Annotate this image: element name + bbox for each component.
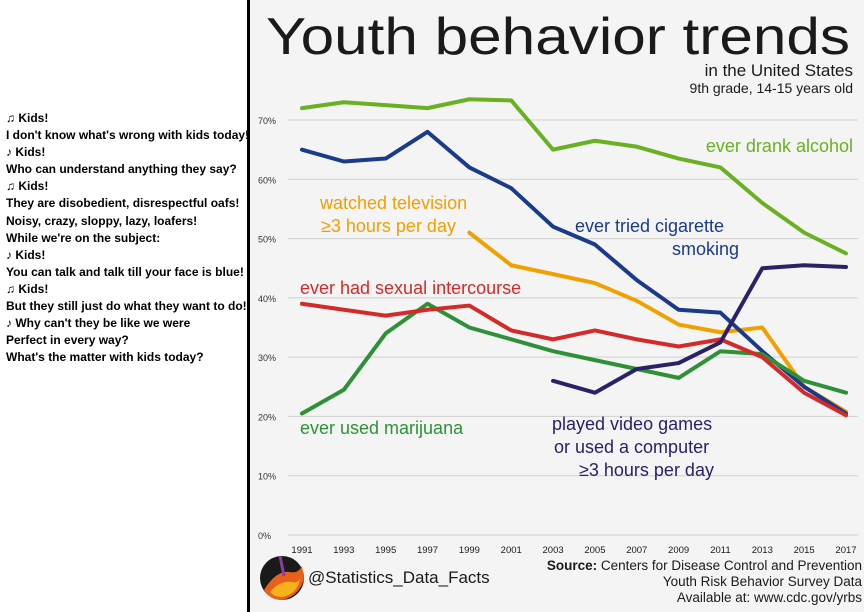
lyric-line: Noisy, crazy, sloppy, lazy, loafers!	[6, 213, 198, 228]
lyric-line: ♪ Kids!	[6, 247, 46, 262]
chart-subtitle-country: in the United States	[705, 61, 853, 80]
source-label: Source:	[547, 558, 597, 573]
y-tick-label: 40%	[258, 294, 276, 304]
lyric-line: But they still just do what they want to…	[6, 299, 247, 314]
series-label-sex: ever had sexual intercourse	[300, 278, 521, 298]
series-label-cigarette: ever tried cigarette smoking	[575, 216, 739, 259]
series-label-line: ever had sexual intercourse	[300, 278, 521, 298]
series-label-video_games: played video games or used a computer ≥3 h…	[552, 414, 714, 480]
lyric-line: I don't know what's wrong with kids toda…	[6, 128, 250, 143]
lyric-line: Who can understand anything they say?	[6, 162, 237, 177]
x-tick-label: 2005	[584, 545, 605, 556]
lyrics-text: ♫ Kids! I don't know what's wrong with ki…	[6, 110, 250, 366]
x-tick-label: 2001	[501, 545, 522, 556]
x-tick-label: 1991	[291, 545, 312, 556]
series-line-sex	[300, 301, 848, 418]
y-axis: 0% 10% 20% 30% 40% 50% 60% 70%	[258, 116, 276, 541]
x-tick-label: 2017	[835, 545, 856, 556]
lyric-line: What's the matter with kids today?	[6, 350, 204, 365]
lyric-line: ♫ Kids!	[6, 111, 49, 125]
lyric-line: ♪ Why can't they be like we were	[6, 316, 191, 331]
lyric-line: They are disobedient, disrespectful oafs…	[6, 196, 240, 211]
x-tick-label: 1993	[333, 545, 354, 556]
x-tick-label: 2013	[752, 545, 773, 556]
series-label-line: ever tried cigarette	[575, 216, 724, 236]
y-tick-label: 70%	[258, 116, 276, 126]
infographic-panel: Youth behavior trends in the United Stat…	[250, 0, 864, 612]
series-label-alcohol: ever drank alcohol	[706, 136, 853, 156]
divider	[247, 0, 250, 612]
grid	[288, 119, 858, 536]
y-tick-label: 30%	[258, 353, 276, 363]
series-line-alcohol	[300, 97, 848, 256]
series-label-line: played video games	[552, 414, 712, 434]
series-label-marijuana: ever used marijuana	[300, 418, 464, 438]
logo-icon	[260, 555, 304, 600]
series-line-television	[467, 230, 848, 414]
series-label-line: smoking	[672, 239, 739, 259]
series-label-line: or used a computer	[554, 437, 709, 457]
x-tick-label: 1997	[417, 545, 438, 556]
watermark-handle: @Statistics_Data_Facts	[308, 568, 490, 587]
y-tick-label: 50%	[258, 235, 276, 245]
x-tick-label: 2011	[710, 545, 730, 556]
series-lines	[300, 97, 848, 418]
survey-line: Youth Risk Behavior Survey Data	[663, 574, 863, 589]
source-line: Source: Centers for Disease Control and …	[547, 558, 862, 573]
series-label-line: watched television	[319, 193, 467, 213]
source-text: Centers for Disease Control and Preventi…	[597, 558, 862, 573]
series-label-line: ≥3 hours per day	[321, 216, 456, 236]
x-tick-label: 2009	[668, 545, 689, 556]
series-labels: ever drank alcohol ever tried cigarette sm…	[300, 136, 853, 480]
x-tick-label: 2015	[794, 545, 815, 556]
lyric-line: Perfect in every way?	[6, 333, 129, 348]
lyric-line: ♪ Kids!	[6, 145, 46, 160]
x-tick-label: 1995	[375, 545, 396, 556]
y-tick-label: 10%	[258, 472, 276, 482]
lyric-line: ♫ Kids!	[6, 179, 49, 194]
x-tick-label: 2007	[626, 545, 647, 556]
y-tick-label: 60%	[258, 175, 276, 185]
series-label-line: ≥3 hours per day	[579, 460, 714, 480]
series-line-cigarette	[300, 129, 848, 416]
available-line: Available at: www.cdc.gov/yrbs	[677, 590, 862, 605]
footer: @Statistics_Data_Facts Source: Centers f…	[260, 555, 863, 605]
lyric-line: While we're on the subject:	[6, 230, 161, 245]
x-axis: 1991 1993 1995 1997 1999 2001 2003 2005 2007 2009…	[291, 545, 856, 556]
series-label-line: ever drank alcohol	[706, 136, 853, 156]
series-label-line: ever used marijuana	[300, 418, 464, 438]
chart-subtitle-grade: 9th grade, 14-15 years old	[690, 80, 853, 96]
series-label-television: watched television ≥3 hours per day	[319, 193, 467, 236]
chart-title: Youth behavior trends	[266, 8, 850, 66]
y-tick-label: 0%	[258, 531, 271, 541]
x-tick-label: 1999	[459, 545, 480, 556]
x-tick-label: 2003	[543, 545, 564, 556]
line-chart: Youth behavior trends in the United Stat…	[258, 8, 863, 605]
series-line-video_games	[551, 263, 848, 395]
lyric-line: You can talk and talk till your face is …	[6, 264, 244, 279]
lyric-line: ♫ Kids!	[6, 281, 49, 296]
y-tick-label: 20%	[258, 412, 276, 422]
